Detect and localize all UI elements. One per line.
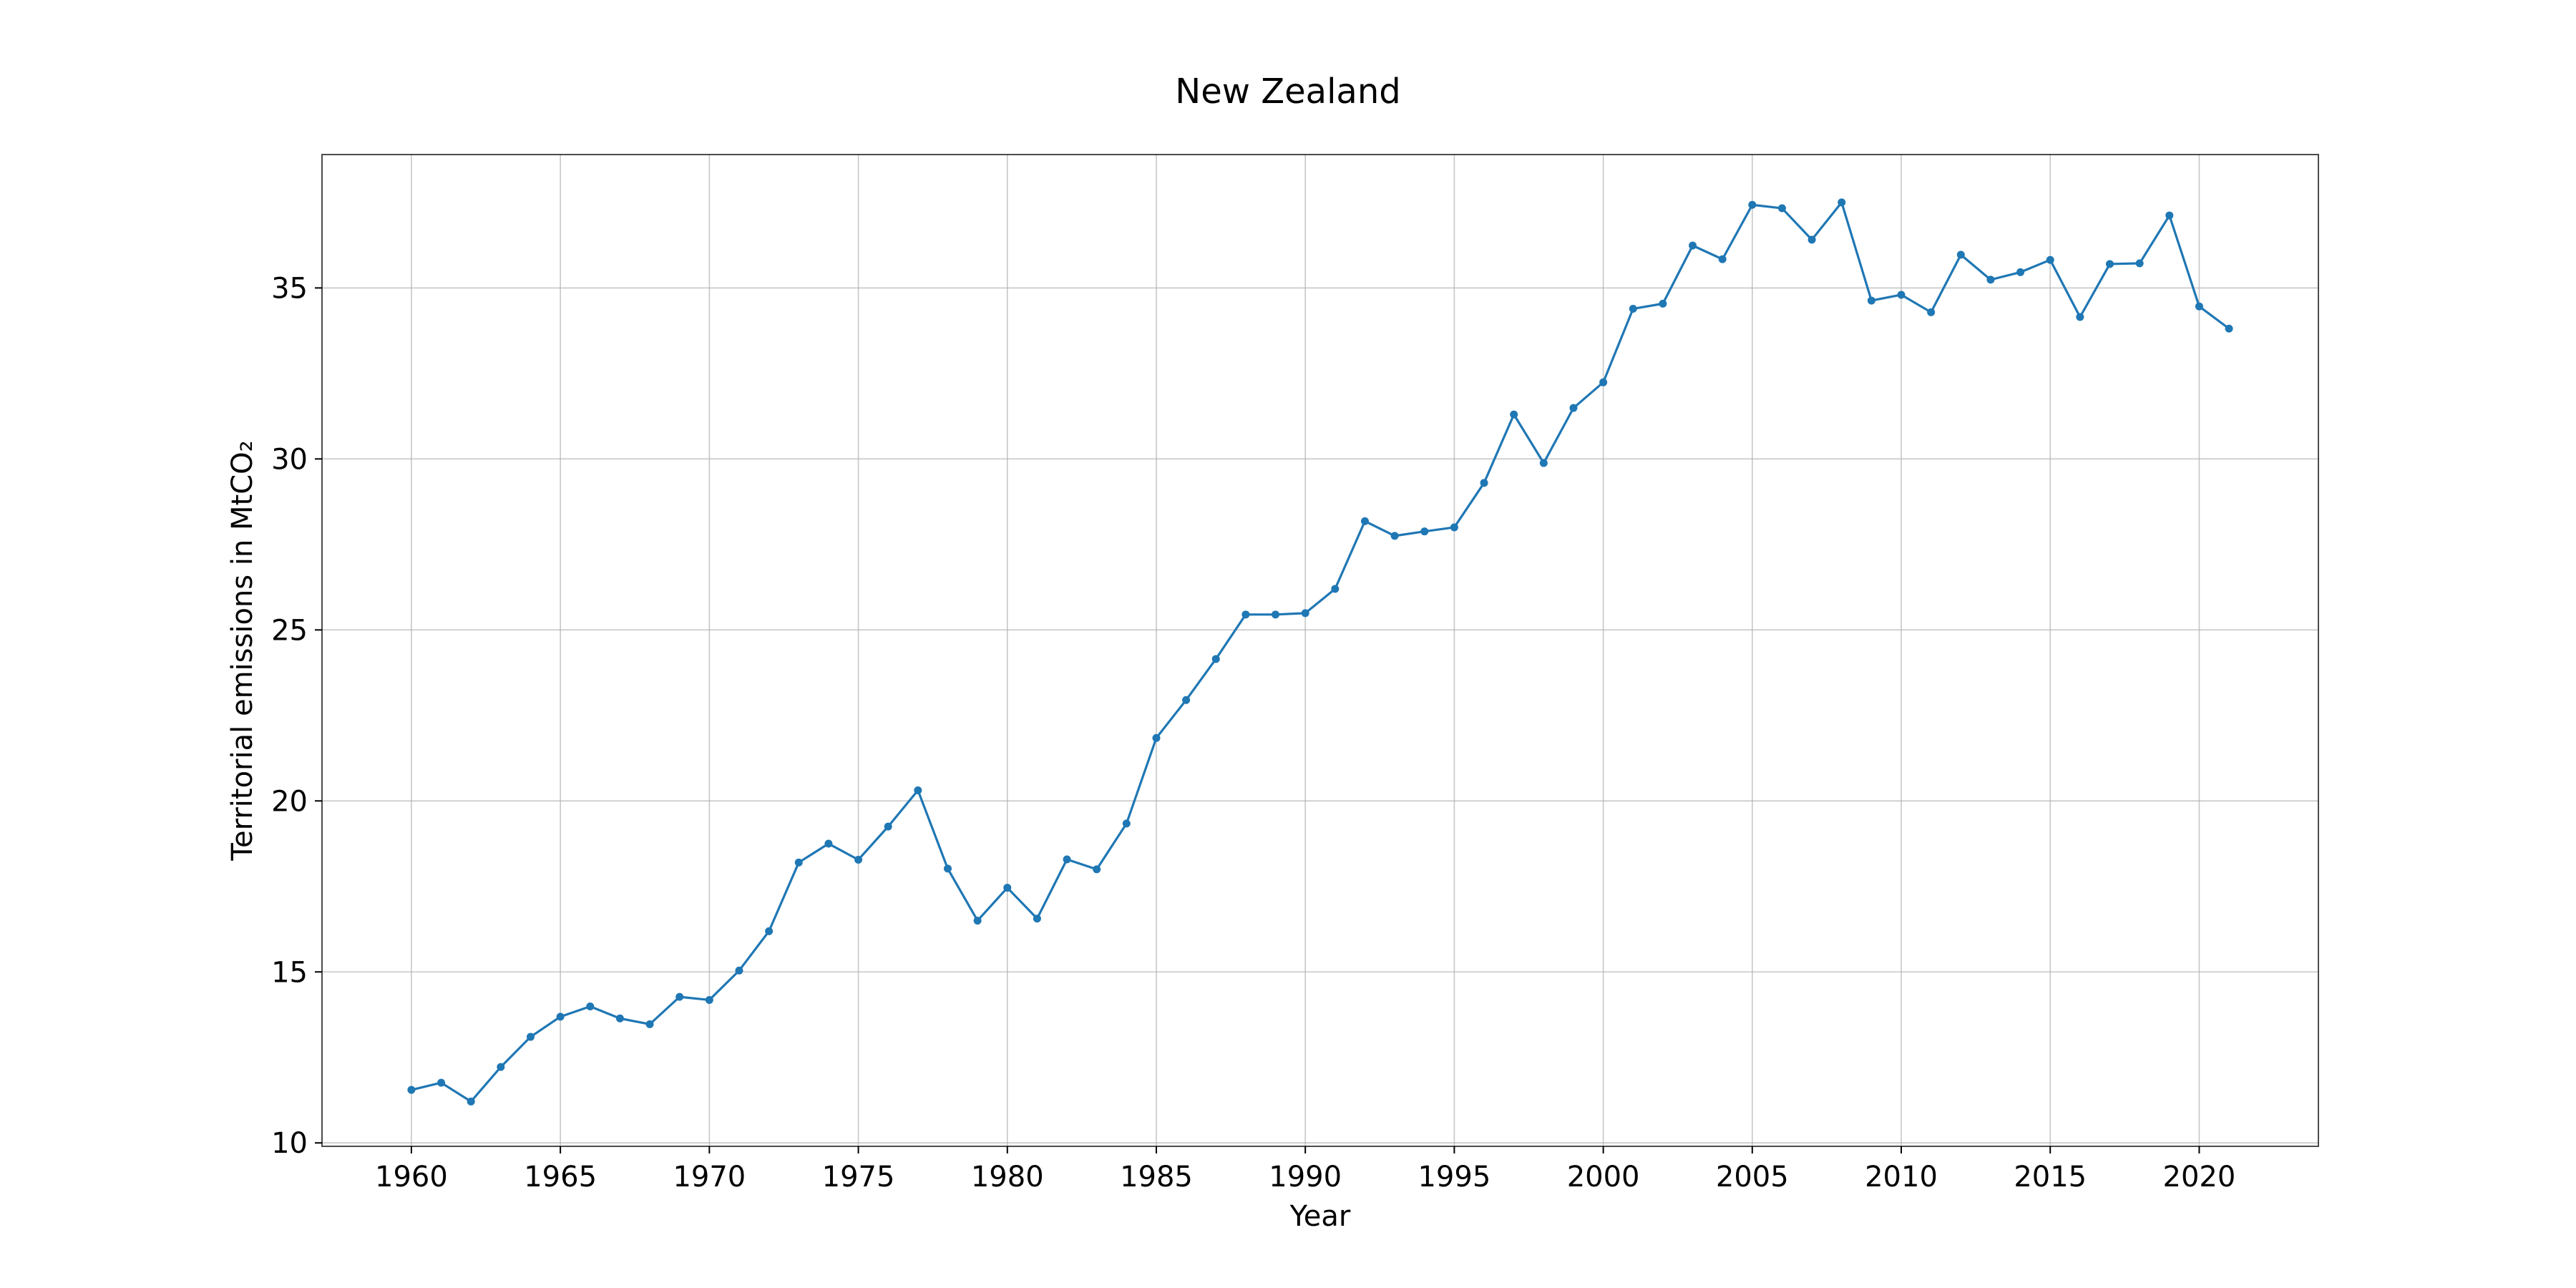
data-point	[1390, 532, 1399, 540]
data-point	[1986, 275, 1995, 284]
y-tick-label: 20	[271, 785, 308, 818]
x-tick-label: 1985	[1120, 1161, 1193, 1194]
data-point	[1301, 609, 1309, 618]
data-point	[1777, 204, 1786, 213]
data-point	[735, 966, 743, 975]
y-axis-title: Territorial emissions in MtCO₂	[226, 440, 259, 861]
x-tick-label: 1970	[673, 1161, 746, 1194]
data-point	[2225, 324, 2233, 333]
y-tick-label: 30	[271, 443, 308, 476]
data-point	[854, 855, 863, 864]
x-tick-label: 1995	[1418, 1161, 1491, 1194]
data-point	[1420, 527, 1429, 536]
series	[407, 198, 2233, 1106]
data-point	[1539, 459, 1548, 467]
data-point	[765, 927, 774, 935]
data-point	[705, 995, 713, 1004]
data-point	[1629, 305, 1637, 313]
data-point	[1748, 200, 1757, 209]
x-axis-title: Year	[1289, 1200, 1351, 1233]
x-tick-label: 1980	[971, 1161, 1044, 1194]
data-point	[824, 839, 833, 848]
data-point	[1093, 865, 1101, 874]
data-point	[2016, 268, 2025, 276]
data-point	[1599, 378, 1608, 386]
x-tick-label: 2015	[2014, 1161, 2087, 1194]
data-point	[437, 1078, 446, 1087]
y-tick-label: 35	[271, 272, 308, 305]
data-point	[407, 1085, 416, 1094]
data-point	[1956, 250, 1965, 259]
data-point	[556, 1013, 565, 1021]
data-point	[1003, 884, 1012, 892]
data-point	[2076, 313, 2084, 321]
data-point	[1659, 299, 1667, 308]
data-point	[1807, 235, 1816, 244]
data-point	[914, 786, 922, 794]
y-tick-label: 10	[271, 1127, 308, 1160]
data-point	[497, 1063, 505, 1071]
data-point	[2165, 211, 2174, 220]
data-point	[1897, 291, 1906, 299]
data-point	[1838, 198, 1846, 207]
data-point	[1331, 585, 1340, 593]
data-point	[1272, 610, 1280, 619]
x-tick-label: 1990	[1269, 1161, 1342, 1194]
data-point	[2046, 255, 2054, 264]
x-tick-label: 2020	[2163, 1161, 2236, 1194]
data-point	[1480, 479, 1488, 487]
data-point	[1152, 733, 1161, 742]
data-point	[1450, 523, 1458, 532]
data-point	[973, 917, 982, 925]
data-point	[1182, 696, 1191, 704]
data-point	[1569, 404, 1578, 412]
data-point	[794, 858, 803, 867]
data-point	[1927, 308, 1936, 316]
x-tick-label: 2000	[1567, 1161, 1640, 1194]
series-line	[411, 201, 2230, 1103]
plot-frame	[321, 154, 2319, 1147]
x-tick-label: 2005	[1716, 1161, 1789, 1194]
data-point	[943, 864, 952, 873]
data-point	[1211, 655, 1220, 663]
data-point	[2135, 259, 2144, 268]
x-tick-label: 2010	[1865, 1161, 1938, 1194]
data-point	[1033, 914, 1041, 923]
data-point	[1867, 296, 1875, 305]
ticks: 1960 1965 1970 1975 1980 1985 1990 1995 2000 2005…	[271, 272, 2235, 1194]
data-point	[645, 1020, 654, 1028]
data-point	[1063, 855, 1071, 864]
chart-title: New Zealand	[1175, 72, 1400, 112]
data-point	[2106, 260, 2114, 268]
data-point	[1718, 255, 1727, 263]
data-point	[615, 1014, 624, 1023]
data-point	[526, 1033, 535, 1041]
x-tick-label: 1965	[524, 1161, 597, 1194]
data-point	[586, 1002, 595, 1011]
data-point	[884, 822, 892, 831]
data-point	[2195, 302, 2203, 311]
data-point	[467, 1097, 475, 1106]
grid	[322, 155, 2318, 1146]
y-tick-label: 15	[271, 956, 308, 989]
data-point	[1689, 241, 1697, 250]
x-tick-label: 1975	[822, 1161, 895, 1194]
y-tick-label: 25	[271, 614, 308, 647]
data-point	[1241, 610, 1250, 619]
data-point	[1122, 819, 1131, 828]
x-tick-label: 1960	[375, 1161, 448, 1194]
data-point	[1510, 410, 1518, 419]
data-point	[675, 992, 684, 1001]
data-point	[1360, 517, 1369, 525]
